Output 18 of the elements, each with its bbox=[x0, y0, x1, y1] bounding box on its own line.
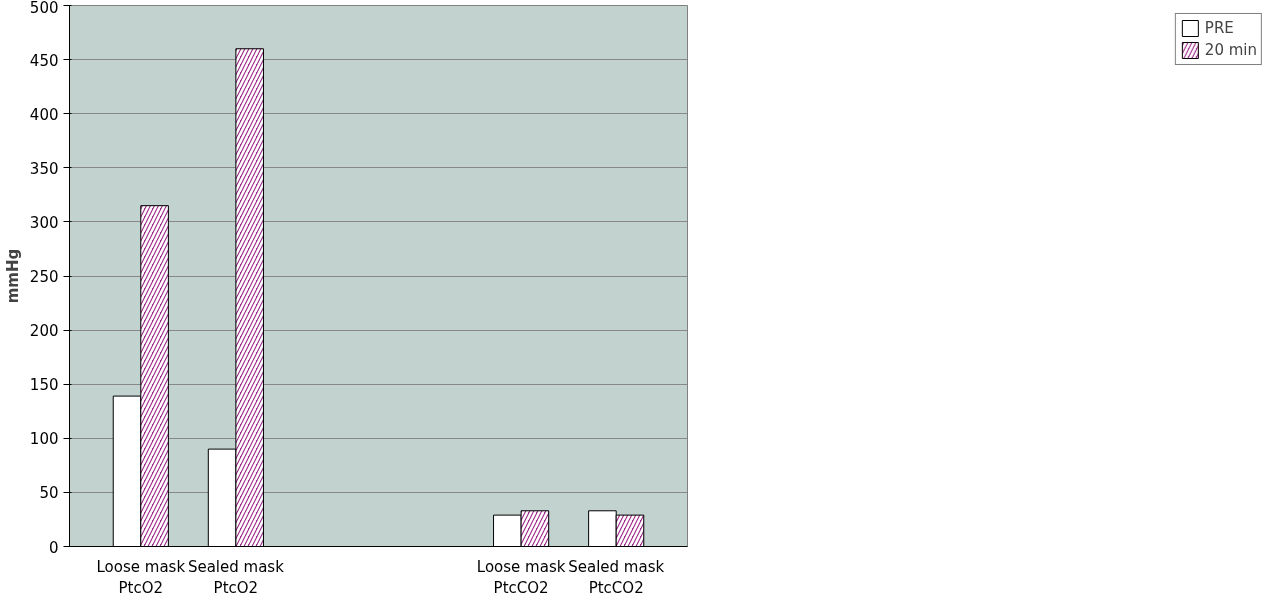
x-tick-label: Sealed mask PtcCO2 bbox=[568, 557, 665, 598]
legend-label: PRE bbox=[1204, 19, 1234, 37]
y-tick-label: 150 bbox=[29, 376, 59, 395]
y-tick-label: 250 bbox=[29, 268, 59, 286]
x-tick-label: Sealed mask PtcO2 bbox=[187, 557, 285, 598]
y-tick-label: 300 bbox=[29, 213, 59, 232]
y-tick-label: 200 bbox=[29, 322, 59, 341]
x-tick-label: Loose mask PtcO2 bbox=[96, 557, 186, 598]
x-tick-label: Loose mask PtcCO2 bbox=[476, 557, 566, 598]
y-tick-label: 100 bbox=[29, 430, 59, 449]
legend-label: 20 min bbox=[1204, 41, 1257, 59]
y-tick-label: 450 bbox=[29, 51, 59, 70]
y-axis-title: mmHg bbox=[3, 248, 22, 304]
y-tick-label: 50 bbox=[39, 484, 59, 503]
y-tick-label: 0 bbox=[48, 538, 59, 557]
y-tick-label: 350 bbox=[29, 159, 59, 178]
y-tick-label: 400 bbox=[29, 105, 59, 124]
y-tick-label: 500 bbox=[29, 0, 59, 17]
